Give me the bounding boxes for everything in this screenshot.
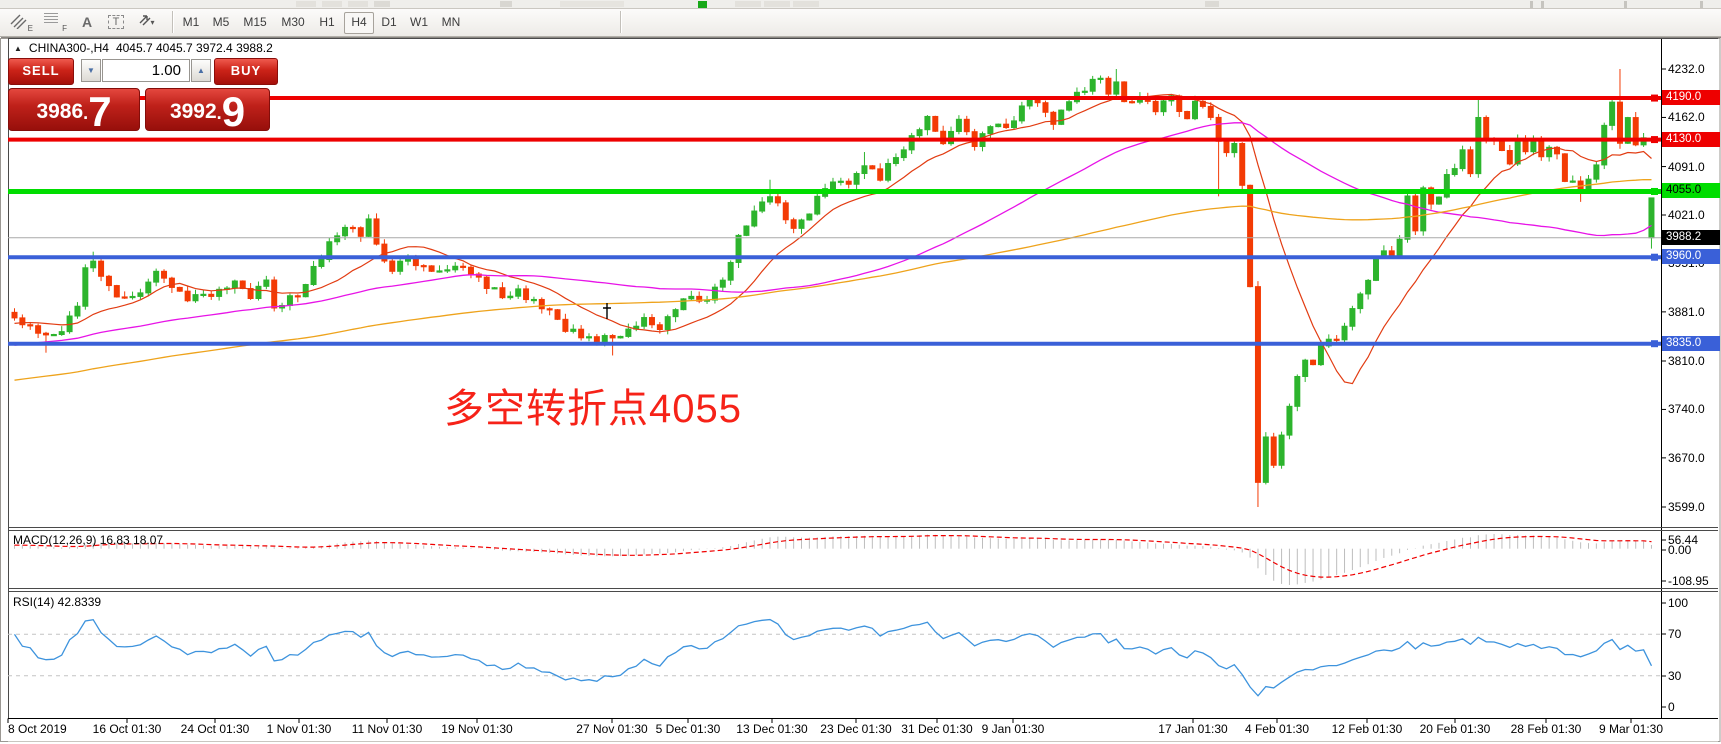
timeframe-button-h1[interactable]: H1 [319,15,335,29]
grid-pattern-icon[interactable]: F [42,11,68,33]
sell-price-frac: 7 [88,87,112,135]
timeframe-button-mn[interactable]: MN [441,15,461,29]
macd-signal-line [14,535,1652,578]
macd-indicator-label: MACD(12,26,9) 16.83 18.07 [13,533,164,547]
timeframe-button-w1[interactable]: W1 [410,15,428,29]
level-line-marker [1651,187,1658,195]
rsi-line [13,618,1653,697]
window-fragment [296,1,316,7]
window-fragment [698,1,707,8]
window-fragment [735,1,761,7]
window-fragment [322,1,342,7]
chart-window[interactable] [0,37,1721,744]
window-fragment [1205,1,1219,7]
main-toolbar: E F A T ▾ M1 M5 M15 M30 H1 H4 D1 W1 MN [0,9,1721,37]
timeframe-button-h4[interactable]: H4 [344,12,374,34]
macd-histogram [14,534,1652,585]
one-click-trade-panel: SELL ▼ ▲ BUY 3986.7 3992.9 [8,58,286,132]
cutoff-window-strip [0,0,1721,9]
timeframe-button-d1[interactable]: D1 [381,15,397,29]
level-line-marker [1651,94,1658,102]
buy-button[interactable]: BUY [214,58,278,85]
buy-price-int: 3992 [169,100,217,123]
timeframe-button-m15[interactable]: M15 [243,15,267,29]
window-fragment [348,1,368,7]
chevron-down-icon: ▼ [87,66,95,75]
icon-letter: E [27,24,33,33]
candles-layer [11,69,1655,507]
text-box-icon[interactable]: T [103,11,129,33]
icon-letter: F [62,24,67,33]
text-label-icon[interactable]: A [81,14,93,30]
window-fragment [1700,1,1703,8]
sell-price-display: 3986. 7 [8,87,140,135]
window-fragment [560,1,624,7]
timeframe-button-m5[interactable]: M5 [212,15,230,29]
window-fragment [374,1,390,7]
moving-average-line [14,178,1652,381]
window-fragment [1530,1,1533,8]
ohlc-values: 4045.7 4045.7 3972.4 3988.2 [115,41,273,55]
toolbar-separator [172,11,174,33]
moving-average-line [14,122,1652,346]
level-line-marker [1651,340,1658,348]
symbol-label: CHINA300-,H4 [28,41,109,55]
collapse-arrow-icon[interactable]: ▲ [14,43,22,53]
level-line-marker [1651,253,1658,261]
chart-object-marker [603,303,611,319]
buy-price-sep: . [216,103,222,123]
volume-input[interactable] [102,59,190,82]
buy-price-display: 3992. 9 [145,87,270,135]
timeframe-button-m1[interactable]: M1 [182,15,200,29]
hatch-pattern-icon[interactable]: E [8,11,34,33]
timeframe-button-m30[interactable]: M30 [281,15,305,29]
level-line-marker [1651,136,1658,144]
moving-average-line [14,93,1652,385]
volume-increase-button[interactable]: ▲ [191,59,211,82]
sell-price-sep: . [83,103,89,123]
chevron-up-icon: ▲ [197,66,205,75]
rsi-indicator-label: RSI(14) 42.8339 [13,595,102,609]
window-fragment [793,1,819,7]
chart-text-annotation: 多空转折点4055 [444,387,742,431]
window-fragment [500,1,512,7]
volume-decrease-button[interactable]: ▼ [81,59,101,82]
chevron-down-icon: ▾ [150,17,155,27]
sell-price-int: 3986 [36,100,84,123]
window-fragment [1624,1,1627,8]
toolbar-separator [620,11,622,33]
sell-button[interactable]: SELL [8,58,74,85]
window-fragment [764,1,790,7]
window-fragment [1541,1,1544,8]
buy-price-frac: 9 [221,87,246,135]
chart-title-bar: ▲ CHINA300-,H4 4045.7 4045.7 3972.4 3988… [14,41,273,55]
tile-arrange-icon[interactable]: ▾ [136,11,168,33]
